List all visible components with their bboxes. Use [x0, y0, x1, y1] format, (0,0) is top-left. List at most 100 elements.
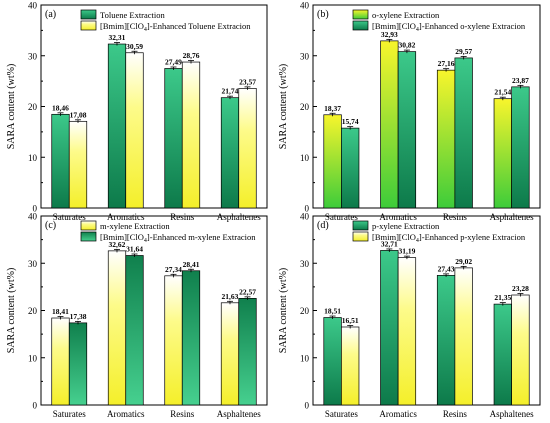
- bar-saturates-series-2: [341, 127, 360, 209]
- legend-swatch-series-1: [352, 220, 369, 231]
- x-tick-label: Asphaltenes: [490, 409, 534, 419]
- bar-asphaltenes-series-2: [238, 298, 257, 406]
- data-label: 27,49: [165, 57, 182, 66]
- data-label: 18,37: [324, 104, 341, 113]
- bar-aromatics-series-1: [380, 40, 399, 209]
- x-tick-label: Aromatics: [107, 409, 145, 419]
- data-label: 28,41: [183, 260, 200, 269]
- x-tick-label: Resins: [443, 212, 468, 222]
- bar-aromatics-series-2: [125, 255, 144, 406]
- y-tick-label: 0: [305, 401, 310, 411]
- bar-resins-series-1: [436, 69, 456, 209]
- bar-resins-series-2: [181, 61, 201, 209]
- x-tick-label: Resins: [170, 212, 195, 222]
- bar-aromatics-series-2: [125, 52, 144, 209]
- y-tick-label: 40: [28, 1, 38, 11]
- data-label: 16,51: [342, 316, 359, 325]
- bar-asphaltenes-series-1: [220, 302, 240, 406]
- y-tick-label: 20: [300, 306, 310, 316]
- data-label: 27,43: [438, 264, 455, 273]
- y-tick-label: 10: [300, 353, 310, 363]
- bar-asphaltenes-series-1: [493, 303, 512, 406]
- bar-asphaltenes-series-1: [220, 97, 240, 209]
- x-tick-label: Aromatics: [379, 212, 417, 222]
- bar-aromatics-series-1: [107, 250, 127, 406]
- x-tick-label: Aromatics: [107, 212, 145, 222]
- x-tick-label: Resins: [443, 409, 468, 419]
- legend-swatch-series-2: [352, 231, 369, 242]
- y-tick-label: 40: [28, 212, 38, 222]
- legend-swatch-series-1: [80, 220, 97, 231]
- y-axis-label: SARA content (wt%): [6, 64, 17, 150]
- legend-label: [Bmim][ClO4]-Enhanced o-xylene Extracion: [372, 21, 526, 33]
- x-tick-label: Saturates: [325, 409, 358, 419]
- chart-panel-a: 0 10 20 30 40 SARA content (wt%) (a) Saturates 1…: [6, 1, 268, 222]
- legend-label: Toluene Extraction: [100, 10, 166, 20]
- data-label: 18,41: [52, 307, 69, 316]
- legend-swatch-series-1: [352, 9, 369, 20]
- data-label: 28,76: [183, 51, 200, 60]
- panel-label: (a): [45, 9, 56, 20]
- data-label: 17,38: [70, 312, 87, 321]
- data-label: 17,08: [70, 110, 87, 119]
- y-tick-label: 40: [300, 212, 310, 222]
- panel-label: (d): [317, 220, 329, 231]
- data-label: 30,82: [398, 41, 415, 50]
- legend-label: o-xylene Extraction: [372, 10, 440, 20]
- y-tick-label: 20: [28, 102, 38, 112]
- bar-resins-series-2: [454, 57, 473, 209]
- data-label: 31,19: [398, 247, 415, 256]
- bar-saturates-series-1: [323, 114, 342, 209]
- x-tick-label: Resins: [170, 409, 195, 419]
- data-label: 32,93: [381, 30, 398, 39]
- y-tick-label: 0: [33, 401, 38, 411]
- data-label: 31,64: [126, 245, 143, 254]
- x-tick-label: Asphaltenes: [217, 212, 261, 222]
- data-label: 21,54: [494, 88, 511, 97]
- data-label: 18,51: [324, 307, 341, 316]
- bar-asphaltenes-series-2: [238, 88, 257, 209]
- bar-aromatics-series-1: [107, 43, 127, 209]
- bar-resins-series-2: [181, 270, 201, 406]
- x-tick-label: Saturates: [325, 212, 358, 222]
- y-tick-label: 10: [300, 153, 310, 163]
- data-label: 32,62: [109, 240, 126, 249]
- x-tick-label: Aromatics: [379, 409, 417, 419]
- data-label: 30,59: [126, 42, 143, 51]
- y-tick-label: 30: [28, 51, 38, 61]
- data-label: 29,02: [455, 257, 472, 266]
- legend-label: p-xylene Extraction: [372, 221, 440, 231]
- bar-resins-series-2: [454, 267, 473, 406]
- data-label: 22,57: [239, 287, 256, 296]
- data-label: 21,35: [494, 293, 511, 302]
- x-tick-label: Asphaltenes: [217, 409, 261, 419]
- legend-swatch-series-2: [80, 231, 97, 242]
- y-tick-label: 20: [300, 102, 310, 112]
- y-tick-label: 30: [300, 51, 310, 61]
- y-tick-label: 10: [28, 153, 38, 163]
- chart-panel-b: 0 10 20 30 40 SARA content (wt%) (b) Saturates 1…: [278, 1, 541, 222]
- data-label: 21,74: [222, 87, 239, 96]
- bar-asphaltenes-series-2: [511, 294, 530, 406]
- y-axis-label: SARA content (wt%): [278, 64, 289, 150]
- data-label: 18,46: [52, 103, 69, 112]
- bar-saturates-series-2: [341, 326, 360, 406]
- y-tick-label: 10: [28, 353, 38, 363]
- legend-swatch-series-2: [352, 20, 369, 31]
- data-label: 15,74: [342, 117, 359, 126]
- legend-label: [Bmim][ClO4]-Enhanced Toluene Extracion: [100, 21, 251, 33]
- bar-saturates-series-1: [323, 317, 342, 406]
- legend-label: [Bmim][ClO4]-Enhanced p-xylene Extracion: [372, 232, 526, 244]
- legend-label: m-xylene Extraction: [100, 221, 170, 231]
- legend-swatch-series-2: [80, 20, 97, 31]
- y-axis-label: SARA content (wt%): [6, 268, 17, 354]
- x-tick-label: Asphaltenes: [490, 212, 534, 222]
- data-label: 27,16: [438, 59, 455, 68]
- data-label: 21,63: [222, 292, 239, 301]
- data-label: 32,31: [109, 33, 126, 42]
- bar-saturates-series-2: [68, 120, 88, 209]
- bar-aromatics-series-2: [397, 257, 417, 406]
- y-axis-label: SARA content (wt%): [278, 268, 289, 354]
- y-tick-label: 20: [28, 306, 38, 316]
